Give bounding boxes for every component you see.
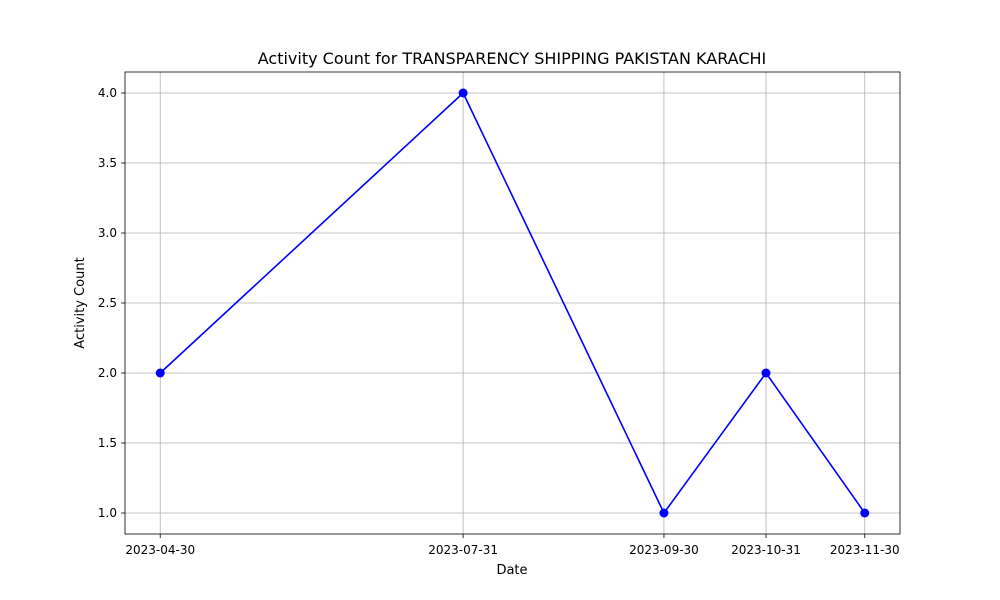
x-tick-label: 2023-07-31 — [428, 543, 498, 557]
y-tick-label: 2.5 — [98, 296, 117, 310]
y-tick-label: 1.0 — [98, 506, 117, 520]
data-point — [860, 508, 870, 518]
chart-title: Activity Count for TRANSPARENCY SHIPPING… — [258, 49, 767, 68]
y-tick-label: 3.0 — [98, 226, 117, 240]
data-point — [761, 368, 771, 378]
y-axis-ticks: 1.0 1.5 2.0 2.5 3.0 3.5 4.0 — [98, 86, 125, 520]
grid-lines — [125, 72, 900, 534]
y-tick-label: 1.5 — [98, 436, 117, 450]
x-axis-ticks: 2023-04-30 2023-07-31 2023-09-30 2023-10-31… — [125, 534, 900, 557]
y-tick-label: 3.5 — [98, 156, 117, 170]
data-point — [458, 88, 468, 98]
data-point — [659, 508, 669, 518]
x-axis-label: Date — [496, 563, 527, 578]
x-tick-label: 2023-10-31 — [731, 543, 801, 557]
y-tick-label: 2.0 — [98, 366, 117, 380]
x-tick-label: 2023-04-30 — [125, 543, 195, 557]
x-tick-label: 2023-09-30 — [629, 543, 699, 557]
data-point — [155, 368, 165, 378]
data-series — [155, 88, 870, 518]
x-tick-label: 2023-11-30 — [830, 543, 900, 557]
y-axis-label: Activity Count — [73, 257, 88, 348]
y-tick-label: 4.0 — [98, 86, 117, 100]
